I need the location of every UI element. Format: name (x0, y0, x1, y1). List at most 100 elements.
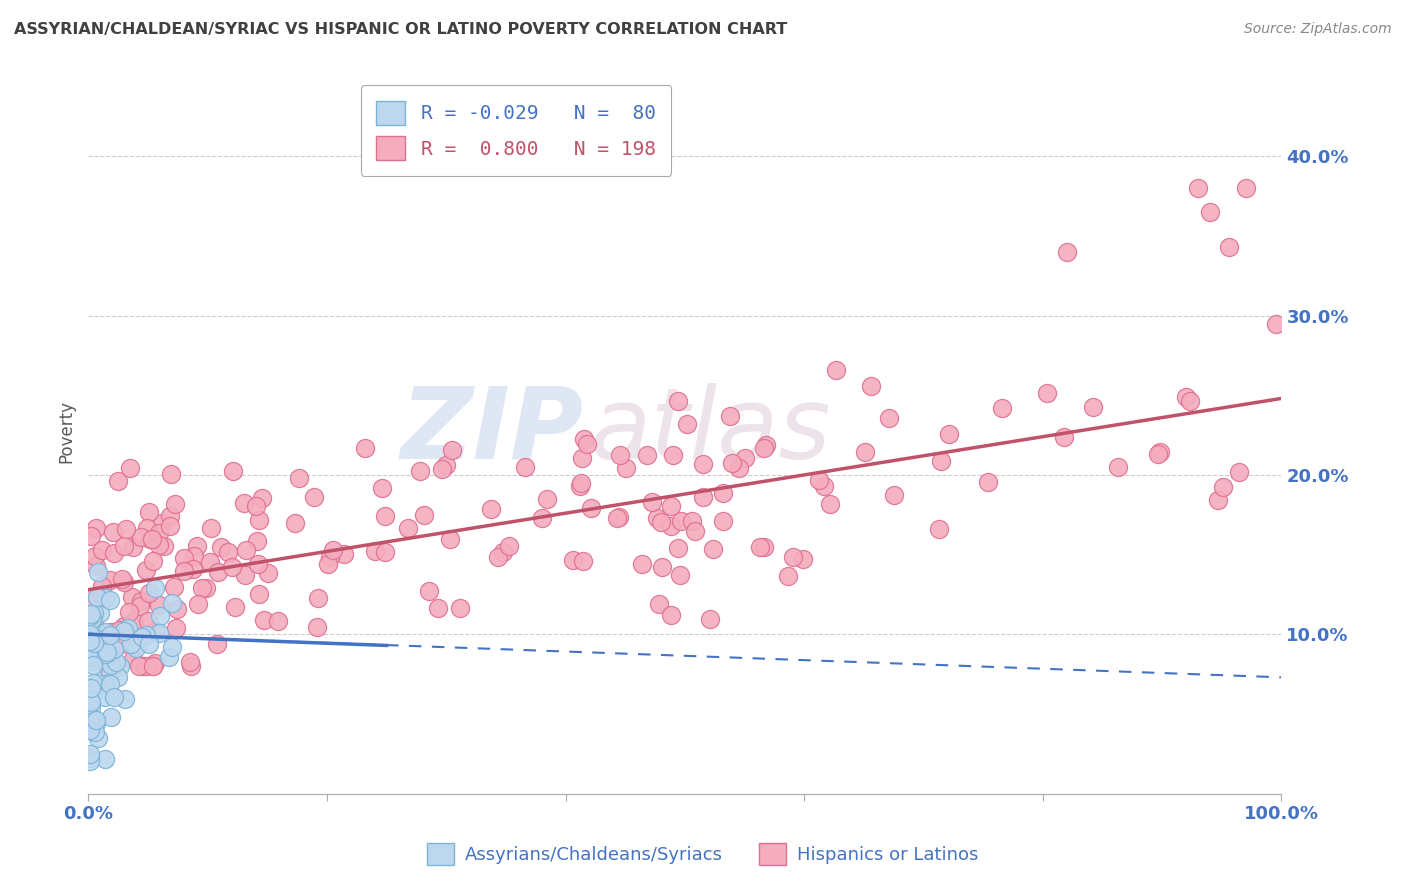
Point (103, 545, 125, 559)
Point (247, 557, 270, 571)
Point (681, 514, 703, 528)
Point (492, 545, 515, 559)
Point (135, 659, 157, 673)
Point (430, 462, 453, 476)
Point (183, 562, 205, 576)
Point (112, 624, 135, 638)
Point (991, 401, 1014, 415)
Point (79, 633, 101, 648)
Point (266, 614, 288, 628)
Point (80, 529, 103, 543)
Point (84, 715, 107, 730)
Point (666, 394, 689, 409)
Point (90, 636, 112, 650)
Point (80, 607, 103, 622)
Point (209, 540, 232, 554)
Point (825, 363, 848, 377)
Point (107, 474, 129, 488)
Point (217, 545, 239, 559)
Point (650, 515, 672, 529)
Point (79, 609, 101, 624)
Point (165, 621, 187, 635)
Point (440, 442, 463, 457)
Point (100, 624, 122, 639)
Point (79, 690, 101, 705)
Point (235, 543, 257, 558)
Point (117, 605, 139, 619)
Point (94, 648, 117, 662)
Text: ZIP: ZIP (401, 383, 583, 480)
Point (479, 502, 502, 516)
Point (148, 526, 170, 541)
Point (173, 550, 195, 565)
Point (86, 591, 108, 605)
Point (257, 566, 280, 580)
Point (79, 650, 101, 665)
Point (79, 747, 101, 762)
Point (877, 411, 900, 425)
Point (699, 611, 721, 625)
Point (1227, 465, 1250, 479)
Point (143, 624, 166, 638)
Y-axis label: Poverty: Poverty (58, 400, 75, 463)
Point (307, 620, 329, 634)
Point (80, 710, 103, 724)
Point (191, 581, 214, 595)
Point (571, 554, 593, 568)
Point (80, 647, 103, 661)
Point (138, 585, 160, 599)
Point (150, 516, 173, 530)
Point (166, 602, 188, 616)
Point (79, 754, 101, 768)
Point (614, 461, 637, 475)
Text: atlas: atlas (589, 383, 831, 480)
Point (125, 640, 148, 655)
Point (818, 497, 841, 511)
Point (1218, 240, 1240, 254)
Legend: Assyrians/Chaldeans/Syriacs, Hispanics or Latinos: Assyrians/Chaldeans/Syriacs, Hispanics o… (419, 834, 987, 874)
Point (449, 601, 471, 615)
Point (224, 599, 246, 614)
Point (121, 590, 143, 604)
Point (160, 596, 183, 610)
Point (83, 636, 105, 650)
Point (100, 710, 122, 724)
Point (574, 432, 596, 446)
Point (111, 572, 134, 586)
Point (530, 511, 553, 525)
Point (98, 628, 121, 642)
Point (120, 637, 142, 651)
Point (439, 532, 461, 546)
Point (159, 519, 181, 533)
Point (808, 473, 831, 487)
Point (131, 530, 153, 544)
Point (662, 448, 685, 462)
Point (354, 441, 377, 455)
Point (91, 543, 114, 558)
Point (247, 587, 270, 601)
Point (82, 654, 104, 668)
Point (1265, 317, 1288, 331)
Point (86, 676, 108, 690)
Point (929, 454, 952, 468)
Point (139, 532, 162, 546)
Point (183, 549, 205, 563)
Point (569, 479, 592, 493)
Point (79, 751, 101, 765)
Point (647, 597, 669, 611)
Point (1180, 393, 1202, 408)
Point (1083, 400, 1105, 414)
Point (426, 601, 449, 615)
Point (692, 490, 714, 504)
Point (114, 692, 136, 706)
Point (79, 693, 101, 707)
Point (128, 599, 150, 614)
Point (515, 460, 537, 475)
Point (108, 623, 131, 637)
Point (82, 624, 104, 639)
Point (98, 593, 121, 607)
Point (1234, 181, 1257, 195)
Point (641, 495, 664, 509)
Point (143, 581, 166, 595)
Point (245, 499, 267, 513)
